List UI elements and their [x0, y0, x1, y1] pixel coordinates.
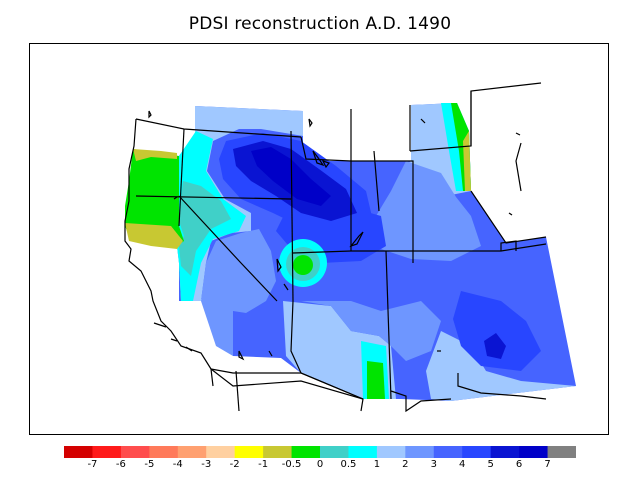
colorbar-swatch: [547, 446, 576, 458]
colorbar-tick-label: 3: [430, 459, 437, 470]
colorbar-swatch: [405, 446, 435, 458]
pdsi-region-olive-south: [125, 223, 183, 249]
pdsi-cell-green-core: [293, 255, 313, 275]
colorbar-swatch: [376, 446, 406, 458]
map-title: PDSI reconstruction A.D. 1490: [188, 14, 452, 34]
colorbar-swatch: [177, 446, 207, 458]
lakes-islands: [148, 110, 521, 361]
colorbar-tick-label: 1: [373, 459, 381, 470]
colorbar-swatch: [263, 446, 293, 458]
colorbar-tick-label: 5: [487, 459, 494, 470]
colorbar-tick-label: 2: [402, 459, 409, 470]
colorbar-swatch: [320, 446, 349, 458]
pdsi-map: [124, 82, 576, 413]
colorbar-tick-label: -3: [201, 459, 212, 470]
colorbar-tick-label: -2: [229, 459, 240, 470]
colorbar-tick-label: 0: [316, 459, 324, 470]
colorbar-tick-label: -7: [87, 459, 98, 470]
colorbar-tick-label: -6: [115, 459, 126, 470]
pdsi-shaded-field: [125, 103, 576, 401]
pdsi-region-wet-southeast: [453, 291, 541, 371]
colorbar-swatch: [149, 446, 179, 458]
colorbar-tick-label: 7: [544, 459, 551, 470]
colorbar-tick-label: 0.5: [340, 459, 357, 470]
colorbar-swatch: [92, 446, 122, 458]
pdsi-region-very-wet-southeast: [484, 333, 506, 359]
colorbar-tick-label: 4: [459, 459, 466, 470]
colorbar-swatch: [120, 446, 150, 458]
colorbar-swatch: [433, 446, 463, 458]
colorbar-swatch: [490, 446, 520, 458]
colorbar-tick-label: -5: [144, 459, 155, 470]
colorbar-ticks: -7 -6 -5 -4 -3 -2 -1 -0.5 0 0.5 1 2 3 4 5 6 7: [64, 459, 576, 475]
colorbar-swatch: [206, 446, 236, 458]
pdsi-region-moderate-south: [301, 301, 441, 361]
colorbar-swatch: [348, 446, 378, 458]
pdsi-region-green-south: [367, 361, 385, 399]
map-panel: [29, 43, 609, 435]
colorbar-tick-label: 6: [515, 459, 523, 470]
colorbar: [64, 446, 576, 458]
colorbar-swatch: [519, 446, 549, 458]
state-borders: [135, 82, 547, 413]
pdsi-region-moderate-east: [376, 161, 481, 261]
colorbar-swatch: [462, 446, 492, 458]
colorbar-tick-label: -0.5: [281, 459, 302, 470]
pdsi-region-moderate-west: [201, 229, 276, 356]
pdsi-region-olive-north: [133, 149, 177, 161]
colorbar-swatches: [64, 446, 576, 458]
colorbar-swatch: [234, 446, 264, 458]
colorbar-tick-label: -4: [172, 459, 183, 470]
pdsi-region-teal-nevada: [179, 181, 231, 276]
colorbar-swatch: [64, 446, 93, 458]
colorbar-tick-label: -1: [258, 459, 269, 470]
colorbar-swatch: [291, 446, 321, 458]
pdsi-region-green-west: [125, 149, 184, 246]
coastline: [124, 118, 214, 387]
